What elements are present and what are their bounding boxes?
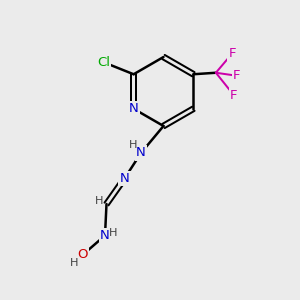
Text: F: F	[229, 47, 236, 60]
Text: Cl: Cl	[97, 56, 110, 69]
Text: N: N	[120, 172, 129, 185]
Text: N: N	[100, 229, 110, 242]
Text: F: F	[230, 89, 238, 102]
Text: O: O	[77, 248, 88, 262]
Text: N: N	[136, 146, 146, 160]
Text: H: H	[95, 196, 103, 206]
Text: H: H	[70, 257, 78, 268]
Text: F: F	[233, 69, 241, 82]
Text: H: H	[129, 140, 138, 151]
Text: H: H	[109, 227, 118, 238]
Text: N: N	[129, 102, 139, 115]
